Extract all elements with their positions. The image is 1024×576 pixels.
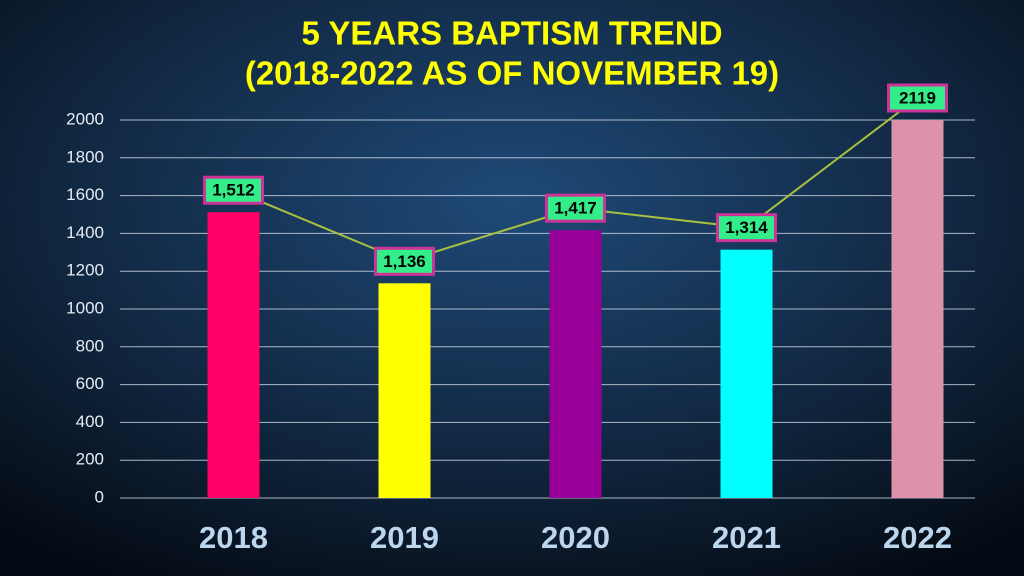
- value-label: 1,314: [725, 218, 768, 237]
- x-tick-label: 2021: [712, 520, 781, 555]
- x-tick-label: 2020: [541, 520, 610, 555]
- grid: 0 200 400 600 800 1000 1200 1400 1600 1800 2000 201…: [66, 109, 975, 555]
- value-label-box: [203, 175, 264, 205]
- y-tick-label: 0: [95, 487, 104, 506]
- y-tick-label: 600: [76, 374, 104, 393]
- bar: [549, 230, 602, 498]
- overlay: 1,512 1,136 1,417 1,314 2119: [203, 83, 948, 276]
- y-tick-label: 1400: [66, 223, 104, 242]
- y-tick-label: 200: [76, 450, 104, 469]
- y-tick-label: 800: [76, 336, 104, 355]
- value-label-box: [716, 213, 777, 243]
- value-label: 1,417: [554, 199, 597, 218]
- bar: [891, 120, 944, 498]
- y-tick-label: 2000: [66, 109, 104, 128]
- y-tick-label: 1200: [66, 261, 104, 280]
- bar: [378, 283, 431, 498]
- x-tick-label: 2022: [883, 520, 952, 555]
- value-label-box: [374, 246, 435, 276]
- x-tick-label: 2019: [370, 520, 439, 555]
- y-tick-label: 1000: [66, 298, 104, 317]
- value-label: 2119: [899, 88, 936, 107]
- bar: [720, 249, 773, 498]
- y-tick-label: 1800: [66, 147, 104, 166]
- y-tick-label: 1600: [66, 185, 104, 204]
- bars: [207, 120, 944, 498]
- chart-title: 5 YEARS BAPTISM TREND: [301, 15, 722, 52]
- x-tick-label: 2018: [199, 520, 268, 555]
- bar: [207, 212, 260, 498]
- y-tick-label: 400: [76, 412, 104, 431]
- value-label-box: [887, 83, 948, 113]
- value-label-box: [545, 193, 606, 223]
- value-label: 1,136: [383, 252, 426, 271]
- chart-title: (2018-2022 AS OF NOVEMBER 19): [245, 55, 779, 92]
- value-label: 1,512: [212, 181, 255, 200]
